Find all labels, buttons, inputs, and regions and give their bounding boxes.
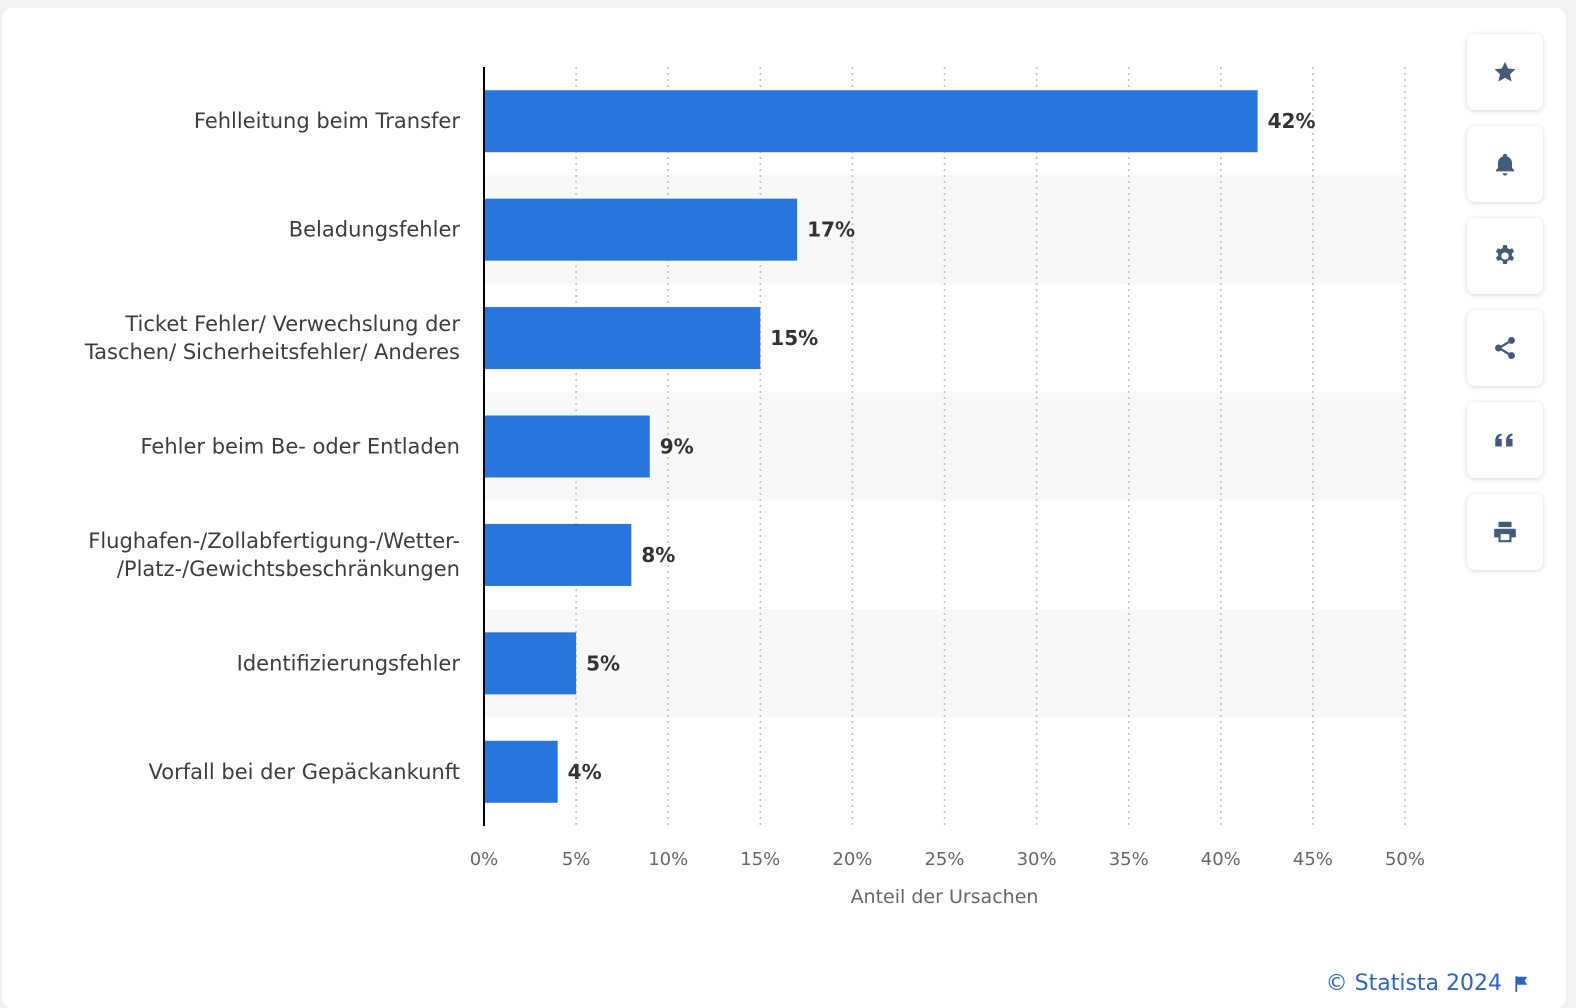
print-icon — [1492, 519, 1518, 545]
category-label-line: Beladungsfehler — [289, 218, 461, 242]
quote-icon — [1492, 427, 1518, 453]
bar-chart: Fehlleitung beim Transfer Beladungsfehler… — [2, 8, 1566, 998]
share-button[interactable] — [1467, 310, 1543, 386]
tick-label: 5% — [562, 849, 591, 870]
bar — [484, 632, 576, 694]
category-labels: Fehlleitung beim Transfer Beladungsfehler… — [84, 109, 461, 784]
value-label: 17% — [807, 218, 855, 242]
category-label-line: Fehlleitung beim Transfer — [194, 109, 460, 133]
category-label: Fehlleitung beim Transfer — [194, 109, 460, 133]
star-icon — [1492, 59, 1518, 85]
category-label: Fehler beim Be- oder Entladen — [140, 435, 460, 459]
tick-label: 35% — [1109, 849, 1149, 870]
tick-label: 15% — [740, 849, 780, 870]
tick-label: 50% — [1385, 849, 1425, 870]
tick-label: 10% — [648, 849, 688, 870]
bar — [484, 416, 650, 478]
category-label-line: Flughafen-/Zollabfertigung-/Wetter- — [88, 529, 460, 553]
tick-label: 45% — [1293, 849, 1333, 870]
category-label-line: Fehler beim Be- oder Entladen — [140, 435, 460, 459]
value-label: 8% — [641, 543, 675, 567]
value-label: 4% — [568, 760, 602, 784]
tick-label: 0% — [470, 849, 499, 870]
chart-card: Fehlleitung beim Transfer Beladungsfehler… — [2, 8, 1566, 1008]
value-label: 9% — [660, 435, 694, 459]
value-label: 15% — [770, 326, 818, 350]
favorite-button[interactable] — [1467, 34, 1543, 110]
category-label: Flughafen-/Zollabfertigung-/Wetter- /Plat… — [88, 529, 460, 581]
tick-label: 30% — [1017, 849, 1057, 870]
flag-icon[interactable] — [1512, 975, 1530, 993]
tick-label: 25% — [924, 849, 964, 870]
category-label: Vorfall bei der Gepäckankunft — [149, 760, 460, 784]
category-label: Ticket Fehler/ Verwechslung der Taschen/ … — [84, 312, 461, 364]
notification-button[interactable] — [1467, 126, 1543, 202]
credit-text[interactable]: © Statista 2024 — [1326, 971, 1502, 996]
gear-icon — [1492, 243, 1518, 269]
category-label-line: /Platz-/Gewichtsbeschränkungen — [117, 557, 460, 581]
category-label-line: Ticket Fehler/ Verwechslung der — [124, 312, 460, 336]
x-axis-title: Anteil der Ursachen — [851, 886, 1039, 908]
tick-label: 40% — [1201, 849, 1241, 870]
value-label: 42% — [1268, 109, 1316, 133]
tick-label: 20% — [832, 849, 872, 870]
tick-labels: 0% 5% 10% 15% 20% 25% 30% 35% 40% 45% 50% — [470, 849, 1425, 870]
bar — [484, 199, 797, 261]
chart-toolbar — [1467, 34, 1543, 586]
category-label: Identifizierungsfehler — [237, 651, 461, 675]
bar — [484, 524, 631, 586]
print-button[interactable] — [1467, 494, 1543, 570]
bar — [484, 307, 760, 369]
statista-credit[interactable]: © Statista 2024 — [1326, 971, 1530, 996]
category-label-line: Identifizierungsfehler — [237, 651, 461, 675]
settings-button[interactable] — [1467, 218, 1543, 294]
category-label: Beladungsfehler — [289, 218, 461, 242]
share-icon — [1492, 335, 1518, 361]
category-label-line: Taschen/ Sicherheitsfehler/ Anderes — [84, 340, 460, 364]
category-label-line: Vorfall bei der Gepäckankunft — [149, 760, 460, 784]
cite-button[interactable] — [1467, 402, 1543, 478]
value-label: 5% — [586, 651, 620, 675]
bar — [484, 741, 558, 803]
bar — [484, 90, 1258, 152]
bell-icon — [1492, 151, 1518, 177]
